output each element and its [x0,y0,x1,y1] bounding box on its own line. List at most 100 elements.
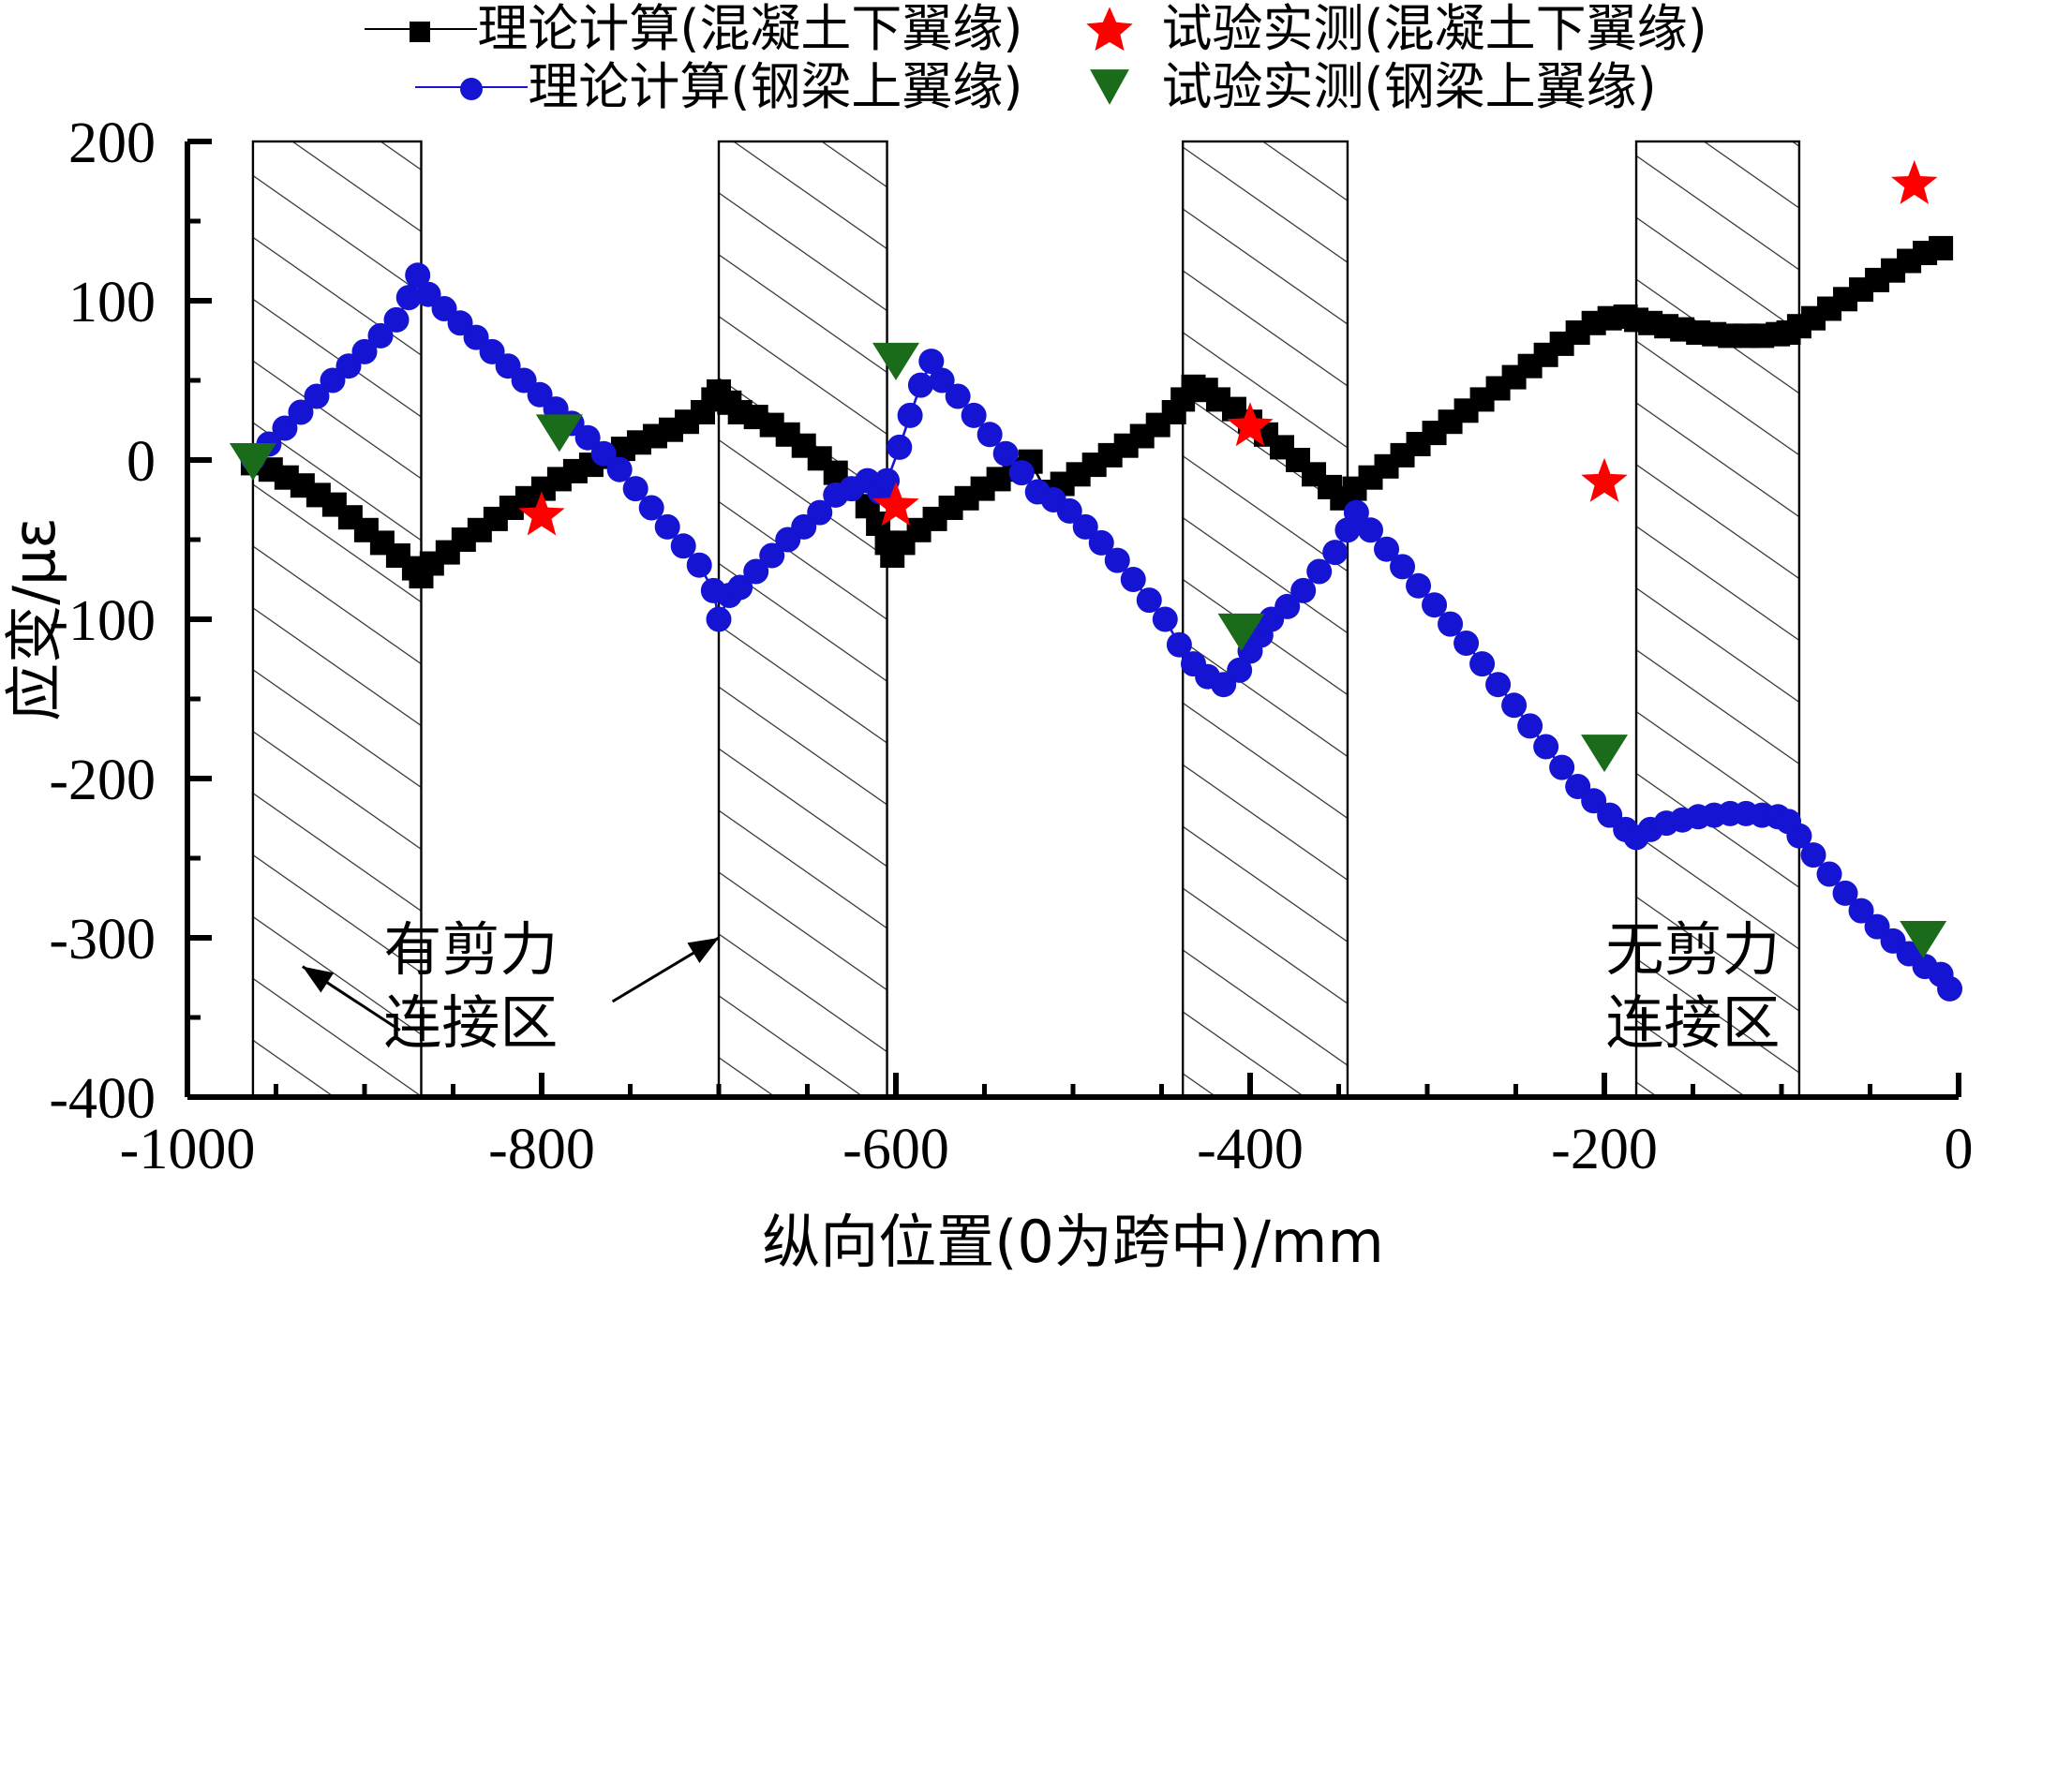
marker-square [1929,235,1954,260]
marker-circle [686,552,712,578]
marker-circle [1848,898,1874,924]
marker-circle [1056,497,1082,524]
star-marker-icon [1081,6,1138,52]
chart-legend: 理论计算(混凝土下翼缘) 试验实测(混凝土下翼缘) 理论计算(钢梁上翼缘) 试验… [0,0,2072,116]
triangle-down-marker-icon [1081,64,1138,111]
legend-entry-measured-steel: 试验实测(钢梁上翼缘) [1081,62,1657,112]
marker-circle [961,402,987,428]
marker-circle [1501,692,1528,719]
marker-triangle-down [535,414,583,453]
marker-circle [1152,606,1178,632]
marker-circle [1374,536,1400,562]
legend-label-theory-steel: 理论计算(钢梁上翼缘) [528,57,1023,116]
marker-circle [706,606,732,632]
marker-circle [874,468,901,494]
marker-circle [405,262,431,289]
marker-circle [1937,975,1963,1002]
marker-circle [1008,460,1035,486]
marker-circle [1800,842,1826,868]
marker-circle [1816,861,1842,887]
marker-circle [272,415,298,441]
marker-circle [574,424,601,451]
marker-circle [1088,529,1114,556]
annotation-no-shear-zone-line1: 连接区 [1605,988,1780,1057]
legend-row-1: 理论计算(混凝土下翼缘) 试验实测(混凝土下翼缘) [0,0,2072,58]
marker-circle [1422,592,1448,618]
marker-circle [976,422,1003,448]
marker-circle [1549,754,1575,780]
marker-circle [1227,657,1253,683]
marker-triangle-down [1581,735,1628,773]
y-tick-label: -400 [49,1067,156,1131]
marker-circle [1136,587,1162,614]
marker-circle [743,558,769,585]
marker-circle [1104,547,1130,573]
marker-circle [367,322,394,349]
marker-circle [807,499,833,526]
marker-circle [1322,540,1349,566]
marker-triangle-down [872,342,919,380]
y-tick-label: 100 [68,271,156,334]
marker-circle [351,338,378,364]
marker-triangle-down [1900,921,1947,958]
legend-label-theory-concrete: 理论计算(混凝土下翼缘) [477,0,1023,58]
annotation-no-shear-zone-line0: 无剪力 [1605,915,1780,984]
marker-circle [918,349,945,375]
marker-circle [383,306,410,333]
x-tick-label: -400 [1197,1118,1304,1181]
legend-label-measured-concrete: 试验实测(混凝土下翼缘) [1161,0,1707,58]
marker-circle [992,440,1019,467]
x-tick-label: -200 [1551,1118,1658,1181]
x-tick-label: 0 [1945,1118,1974,1181]
marker-circle [1166,631,1192,658]
marker-circle [1275,593,1301,619]
legend-entry-theory-steel: 理论计算(钢梁上翼缘) [415,57,1023,116]
x-tick-label: -600 [842,1118,949,1181]
y-tick-label: -100 [49,589,156,653]
legend-entry-measured-concrete: 试验实测(混凝土下翼缘) [1081,4,1707,54]
series-markers [229,159,1963,1002]
marker-star [1581,457,1628,502]
marker-circle [907,372,933,398]
marker-circle [1453,631,1480,656]
marker-circle [304,383,330,409]
line-square-marker-icon [365,20,478,42]
marker-triangle-down [1217,613,1265,651]
marker-circle [887,434,913,460]
marker-circle [1469,651,1496,677]
legend-label-measured-steel: 试验实测(钢梁上翼缘) [1161,57,1657,116]
marker-circle [1832,880,1858,906]
y-axis-title: 应变/με [0,517,68,721]
axes [185,139,1961,1100]
y-tick-label: -300 [49,908,156,972]
marker-circle [759,542,785,569]
marker-circle [1406,572,1432,599]
marker-circle [622,476,648,502]
marker-circle [727,574,753,601]
marker-circle [1306,558,1333,585]
marker-circle [1358,517,1384,543]
marker-circle [1485,672,1512,698]
marker-star [1891,159,1938,204]
marker-circle [1786,823,1812,849]
marker-star [872,482,919,527]
marker-circle [606,456,633,482]
marker-circle [897,402,923,428]
x-tick-label: -800 [488,1118,595,1181]
marker-star [1227,402,1274,447]
marker-circle [1120,567,1146,592]
y-tick-label: 200 [68,123,156,175]
marker-circle [288,399,314,425]
marker-circle [1072,513,1098,540]
marker-circle [929,367,955,393]
legend-entry-theory-concrete: 理论计算(混凝土下翼缘) [365,0,1023,58]
x-tick-label: -1000 [120,1118,256,1181]
marker-circle [1533,734,1559,760]
marker-circle [590,440,617,467]
marker-circle [1438,611,1464,637]
marker-circle [1390,554,1416,580]
